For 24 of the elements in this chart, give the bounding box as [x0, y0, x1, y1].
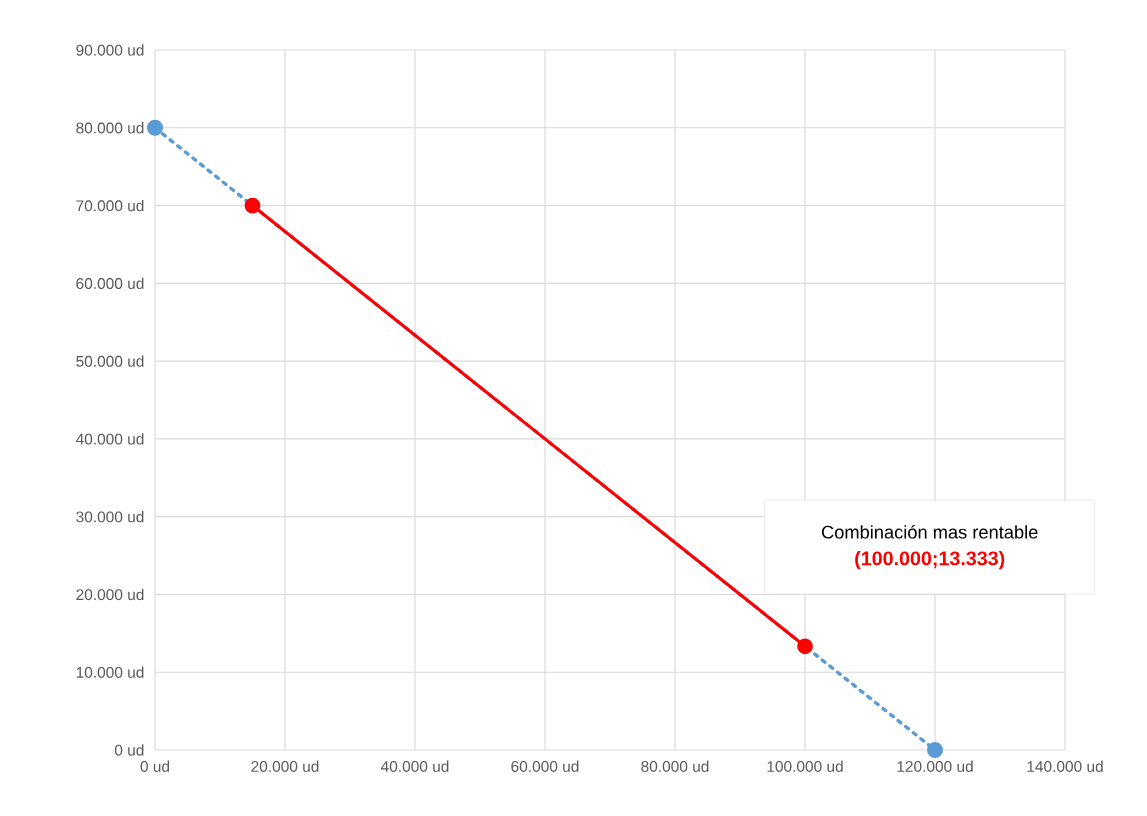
y-tick-label: 40.000 ud	[75, 433, 144, 445]
x-tick-label: 100.000 ud	[767, 760, 843, 772]
y-tick-label: 90.000 ud	[76, 44, 144, 56]
y-tick-label: 10.000 ud	[76, 666, 144, 678]
x-tick-label: 40.000 ud	[380, 760, 449, 772]
x-tick-label: 120.000 ud	[897, 760, 973, 772]
y-tick-label: 0 ud	[114, 744, 144, 756]
point	[244, 197, 261, 214]
x-tick-label: 80.000 ud	[641, 760, 709, 772]
y-tick-label: 50.000 ud	[76, 355, 144, 367]
y-tick-label: 60.000 ud	[76, 277, 144, 290]
point	[797, 638, 813, 655]
y-tick-label: 80.000 ud	[76, 122, 144, 134]
x-tick-label: 60.000 ud	[511, 760, 579, 772]
x-tick-label: 140.000 ud	[1027, 760, 1103, 772]
x-tick-label: 20.000 ud	[251, 760, 319, 772]
annotation: (100.000;13.333)	[855, 550, 1005, 570]
y-tick-label: 70.000 ud	[76, 199, 144, 212]
y-tick-label: 30.000 ud	[76, 510, 144, 523]
annotation: Combinación mas rentable	[821, 524, 1038, 539]
point	[146, 119, 164, 136]
x-tick-label: 0 ud	[140, 760, 170, 772]
point	[926, 741, 944, 759]
y-tick-label: 20.000 ud	[76, 588, 144, 601]
